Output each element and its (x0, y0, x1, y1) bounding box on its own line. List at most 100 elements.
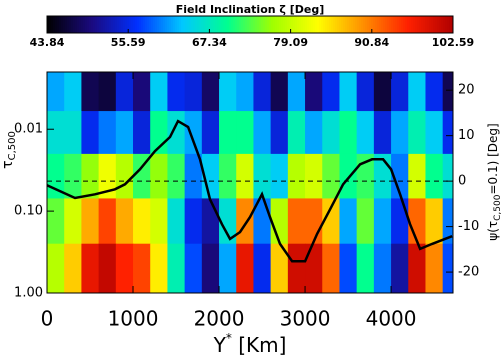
colorbar-swatch (153, 16, 156, 33)
colorbar-frame (46, 15, 454, 34)
colorbar-swatch (169, 16, 172, 33)
colorbar-swatch (347, 16, 350, 33)
heat-cell (408, 111, 426, 155)
colorbar-swatch (69, 16, 72, 33)
heat-cell (391, 243, 409, 294)
colorbar-swatch (221, 16, 224, 33)
colorbar-swatch (103, 16, 106, 33)
heat-cell (339, 72, 358, 112)
colorbar-swatch (53, 16, 56, 33)
colorbar-swatch (267, 16, 270, 33)
heat-cell (442, 198, 454, 245)
colorbar-swatch (417, 16, 420, 33)
data-line (46, 119, 453, 263)
colorbar-swatch (269, 16, 272, 33)
x-axis-label: Y* [Km] (213, 331, 287, 357)
heat-cell (305, 198, 323, 245)
heat-cell (150, 72, 168, 112)
colorbar-swatch (95, 16, 98, 33)
heat-cell (81, 198, 100, 245)
heat-cell (408, 198, 426, 245)
heat-cell (270, 72, 289, 112)
colorbar-swatch (243, 16, 246, 33)
heat-cell (184, 153, 203, 199)
y2-tick-label: 10 (458, 128, 475, 143)
heat-cell (98, 243, 117, 294)
colorbar-swatch (75, 16, 78, 33)
colorbar-swatch (133, 16, 136, 33)
colorbar-tick-label: 55.59 (111, 36, 146, 49)
x-tick-label: 2000 (194, 307, 245, 331)
colorbar-swatch (163, 16, 166, 33)
colorbar-swatch (409, 16, 412, 33)
heat-cell (98, 111, 117, 155)
colorbar-swatch (437, 16, 440, 33)
heat-cell (219, 111, 237, 155)
colorbar-swatch (247, 16, 250, 33)
heat-cell (133, 198, 151, 245)
colorbar-swatch (367, 16, 370, 33)
colorbar-swatch (183, 16, 186, 33)
colorbar-swatch (371, 16, 374, 33)
colorbar-swatch (385, 16, 388, 33)
heat-cell (253, 72, 272, 112)
colorbar-swatch (207, 16, 210, 33)
colorbar-swatch (215, 16, 218, 33)
colorbar-tick-label: 67.34 (192, 36, 227, 49)
colorbar-swatch (313, 16, 316, 33)
colorbar-swatch (395, 16, 398, 33)
colorbar-swatch (405, 16, 408, 33)
colorbar-swatch (351, 16, 354, 33)
colorbar-swatch (147, 16, 150, 33)
axes: 0 1000 2000 3000 4000 0.01 0.10 1.00 20 10 0 -10 -20 (14, 71, 479, 331)
colorbar-swatch (433, 16, 436, 33)
colorbar-swatch (47, 16, 50, 33)
colorbar-tick-label: 90.84 (354, 36, 389, 49)
colorbar-swatch (177, 16, 180, 33)
heat-cell (391, 72, 409, 112)
heat-cell (219, 72, 237, 112)
heat-cell (305, 72, 323, 112)
colorbar-swatch (443, 16, 446, 33)
heat-cell (184, 111, 203, 155)
colorbar-swatch (151, 16, 154, 33)
colorbar-swatch (157, 16, 160, 33)
colorbar-swatch (123, 16, 126, 33)
colorbar-swatch (205, 16, 208, 33)
colorbar-swatch (343, 16, 346, 33)
heat-cell (201, 243, 220, 294)
colorbar-swatch (431, 16, 434, 33)
colorbar-swatch (171, 16, 174, 33)
heat-cell (442, 153, 454, 199)
colorbar-swatch (187, 16, 190, 33)
heat-cell (184, 198, 203, 245)
heat-cell (133, 111, 151, 155)
colorbar-swatch (391, 16, 394, 33)
colorbar-swatch (273, 16, 276, 33)
heat-cell (287, 198, 306, 245)
heat-cell (81, 153, 100, 199)
colorbar-swatch (93, 16, 96, 33)
colorbar-swatch (291, 16, 294, 33)
y-tick-label: 1.00 (14, 286, 43, 301)
colorbar-swatch (139, 16, 142, 33)
heat-cell (133, 72, 151, 112)
colorbar-swatch (381, 16, 384, 33)
colorbar-swatch (265, 16, 268, 33)
colorbar-swatch (113, 16, 116, 33)
colorbar-swatch (165, 16, 168, 33)
colorbar-swatch (241, 16, 244, 33)
heat-cell (64, 153, 82, 199)
y2-tick-label: -20 (458, 265, 479, 280)
heat-cell (270, 243, 289, 294)
heat-cell (425, 153, 444, 199)
colorbar-swatch (97, 16, 100, 33)
heat-cell (287, 72, 306, 112)
y2-axis-label: ψ(τC,500=0.1) [Deg] (486, 123, 503, 240)
colorbar-swatch (449, 16, 452, 33)
colorbar-swatch (419, 16, 422, 33)
colorbar-swatch (345, 16, 348, 33)
colorbar-swatch (235, 16, 238, 33)
heat-cell (287, 111, 306, 155)
colorbar-swatch (185, 16, 188, 33)
